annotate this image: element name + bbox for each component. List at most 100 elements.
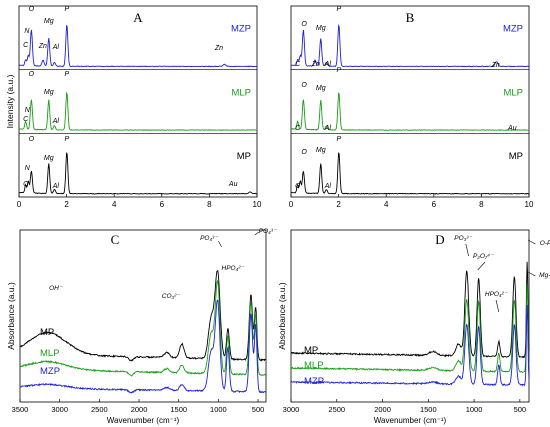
x-axis-label: Wavenumber (cm⁻¹) xyxy=(107,416,180,425)
series-label-mlp: MLP xyxy=(304,360,324,371)
x-tick-label: 3500 xyxy=(12,405,29,414)
peak-label: Al xyxy=(52,183,60,190)
peak-label: Al xyxy=(324,61,332,68)
peak-label: P xyxy=(337,67,342,74)
x-tick-label: 10 xyxy=(253,200,262,209)
x-tick-label: 2 xyxy=(64,200,69,209)
series-label-mzp: MZP xyxy=(40,366,60,377)
x-tick-label: 2500 xyxy=(91,405,108,414)
x-tick-label: 3000 xyxy=(51,405,68,414)
peak-label: O xyxy=(301,21,307,28)
annotation-arrow xyxy=(465,243,469,257)
peak-label: Mg xyxy=(44,155,54,162)
peak-label: C xyxy=(23,42,29,49)
peak-label: Mg xyxy=(316,85,326,92)
spectrum-line-mlp xyxy=(19,280,267,377)
x-tick-label: 0 xyxy=(17,200,22,209)
band-label: PO₄³⁻ xyxy=(200,235,218,242)
peak-label: C xyxy=(295,61,301,68)
x-tick-label: 2000 xyxy=(131,405,148,414)
x-axis-label: Wavenumber (cm⁻¹) xyxy=(374,416,447,425)
peak-label: Zn xyxy=(491,62,500,69)
peak-label: Al xyxy=(324,183,332,190)
peak-label: N xyxy=(24,28,30,35)
band-label: PO₃³⁻ xyxy=(454,235,472,242)
plot-frame-A xyxy=(18,5,258,198)
spectrum-line-mzp xyxy=(290,23,530,68)
peak-label: O xyxy=(29,136,35,143)
peak-label: C xyxy=(23,116,29,123)
peak-label: Zn xyxy=(214,45,223,52)
spectrum-line-mlp xyxy=(290,92,530,131)
peak-label: P xyxy=(65,136,70,143)
series-label-mzp: MZP xyxy=(304,376,324,387)
spectrum-line-mp xyxy=(290,152,530,195)
panel-label-B: B xyxy=(406,10,415,25)
annotation-arrow xyxy=(527,271,536,277)
peak-label: C xyxy=(295,183,301,190)
y-axis-label: Intensity (a.u.) xyxy=(5,74,15,128)
panel-label-A: A xyxy=(133,10,143,25)
series-label-mlp: MLP xyxy=(231,87,251,98)
peak-label: O xyxy=(29,71,35,78)
x-tick-label: 6 xyxy=(160,200,165,209)
x-tick-label: 3000 xyxy=(283,405,300,414)
peak-label: O xyxy=(301,149,307,156)
band-label: P₂O₇⁴⁻ xyxy=(473,253,494,260)
x-tick-label: 2 xyxy=(336,200,341,209)
peak-label: Mg xyxy=(44,89,54,96)
peak-label: N xyxy=(25,165,31,172)
x-tick-label: 6 xyxy=(432,200,437,209)
annotation-arrow xyxy=(254,231,260,236)
peak-label: O xyxy=(29,6,35,13)
series-label-mzp: MZP xyxy=(231,24,251,35)
peak-label: Mg xyxy=(316,25,326,32)
y-axis-label: Absorbance (a.u.) xyxy=(277,282,287,350)
band-label: Mg-O xyxy=(539,272,550,279)
plot-frame-B xyxy=(290,5,530,198)
x-tick-label: 8 xyxy=(207,200,212,209)
y-axis-label: Absorbance (a.u.) xyxy=(6,282,16,350)
band-label: CO₃²⁻ xyxy=(162,293,180,300)
peak-label: C xyxy=(23,181,29,188)
x-tick-label: 1000 xyxy=(210,405,227,414)
plot-frame-C xyxy=(19,229,267,403)
series-label-mp: MP xyxy=(304,345,318,356)
series-label-mlp: MLP xyxy=(503,87,523,98)
x-tick-label: 4 xyxy=(112,200,117,209)
spectrum-line-mzp xyxy=(18,25,258,68)
spectrum-line-mzp xyxy=(290,304,530,387)
series-label-mzp: MZP xyxy=(503,24,523,35)
peak-label: P xyxy=(337,6,342,13)
x-tick-label: 1500 xyxy=(170,405,187,414)
panel-label-D: D xyxy=(435,232,444,247)
peak-label: P xyxy=(65,71,70,78)
peak-label: Al xyxy=(52,44,60,51)
annotation-arrow xyxy=(218,240,222,248)
peak-label: Mg xyxy=(44,18,54,25)
spectrum-line-mzp xyxy=(19,299,267,394)
annotation-arrow xyxy=(527,239,536,245)
series-label-mlp: MLP xyxy=(40,348,60,359)
peak-label: P xyxy=(65,6,70,13)
annotation-arrow xyxy=(477,261,486,271)
x-tick-label: 2000 xyxy=(374,405,391,414)
peak-label: O xyxy=(301,82,307,89)
x-tick-label: 2500 xyxy=(328,405,345,414)
spectrum-line-mlp xyxy=(290,283,530,373)
annotation-arrow xyxy=(495,299,500,313)
plot-frame-D xyxy=(290,229,530,403)
peak-label: Al xyxy=(52,118,60,125)
peak-label: Au xyxy=(507,125,517,132)
x-tick-label: 4 xyxy=(384,200,389,209)
spectrum-line-mp xyxy=(19,270,267,362)
peak-label: C xyxy=(295,125,301,132)
band-label: PO₄³⁻ xyxy=(259,228,277,235)
series-label-mp: MP xyxy=(509,151,523,162)
peak-label: Au xyxy=(228,181,238,188)
peak-label: Zn xyxy=(38,43,47,50)
peak-label: Zn xyxy=(311,61,320,68)
x-tick-label: 500 xyxy=(514,405,527,414)
band-label: O-P-O xyxy=(540,240,550,247)
